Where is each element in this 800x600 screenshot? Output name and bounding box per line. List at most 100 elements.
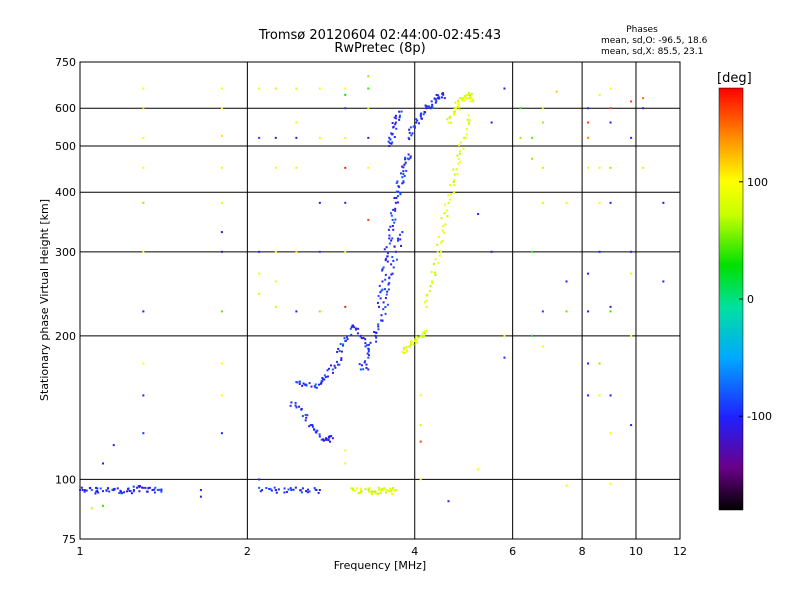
data-point <box>420 117 423 120</box>
data-point <box>471 98 474 101</box>
data-point <box>379 291 382 294</box>
data-point <box>430 100 433 103</box>
noise-point <box>220 432 223 435</box>
data-point <box>156 489 159 492</box>
data-point <box>377 294 380 297</box>
data-point <box>431 280 434 283</box>
data-point <box>394 123 397 126</box>
data-point <box>290 401 293 404</box>
data-point <box>381 269 384 272</box>
data-point <box>403 175 406 178</box>
data-point <box>403 351 406 354</box>
noise-point <box>541 345 544 348</box>
data-point <box>384 306 387 309</box>
data-point <box>310 385 313 388</box>
data-point <box>378 284 381 287</box>
data-point <box>458 97 461 100</box>
data-point <box>326 369 329 372</box>
data-point <box>318 433 321 436</box>
data-point <box>441 229 444 232</box>
data-point <box>391 218 394 221</box>
data-point <box>412 125 415 128</box>
noise-point <box>587 394 590 397</box>
noise-point <box>541 166 544 169</box>
data-point <box>331 368 334 371</box>
data-point <box>392 208 395 211</box>
data-point <box>360 490 363 493</box>
noise-point <box>142 107 145 110</box>
noise-point <box>295 136 298 139</box>
data-point <box>399 238 402 241</box>
data-point <box>433 271 436 274</box>
data-point <box>411 132 414 135</box>
noise-point <box>318 310 321 313</box>
noise-point <box>630 334 633 337</box>
data-point <box>434 258 437 261</box>
chart-title: Tromsø 20120604 02:44:00-02:45:43 <box>258 28 501 43</box>
data-point <box>402 170 405 173</box>
data-point <box>437 261 440 264</box>
noise-point <box>598 93 601 96</box>
data-point <box>429 285 432 288</box>
data-point <box>390 273 393 276</box>
data-point <box>454 101 457 104</box>
data-point <box>95 486 98 489</box>
series-X <box>350 91 475 496</box>
noise-point <box>142 166 145 169</box>
data-point <box>289 487 292 490</box>
noise-point <box>344 107 347 110</box>
data-point <box>387 140 390 143</box>
series-points <box>79 91 475 496</box>
data-point <box>445 209 448 212</box>
data-point <box>96 489 99 492</box>
data-point <box>384 259 387 262</box>
data-point <box>344 340 347 343</box>
data-point <box>387 288 390 291</box>
data-point <box>320 381 323 384</box>
noise-point <box>565 310 568 313</box>
data-point <box>340 357 343 360</box>
data-point <box>119 489 122 492</box>
data-point <box>461 99 464 102</box>
data-point <box>331 437 334 440</box>
data-point <box>377 492 380 495</box>
noise-point <box>220 201 223 204</box>
data-point <box>395 117 398 120</box>
data-point <box>428 290 431 293</box>
data-point <box>382 266 385 269</box>
noise-point <box>102 504 105 507</box>
data-point <box>147 486 150 489</box>
data-point <box>318 489 321 492</box>
noise-point <box>220 362 223 365</box>
data-point <box>317 491 320 494</box>
data-point <box>351 325 354 328</box>
noise-point <box>662 280 665 283</box>
noise-point <box>344 449 347 452</box>
data-point <box>395 196 398 199</box>
data-point <box>105 489 108 492</box>
data-point <box>359 488 362 491</box>
data-point <box>389 487 392 490</box>
data-point <box>394 218 397 221</box>
data-point <box>381 288 384 291</box>
data-point <box>397 185 400 188</box>
noise-point <box>142 362 145 365</box>
data-point <box>394 201 397 204</box>
data-point <box>435 93 438 96</box>
data-point <box>94 492 97 495</box>
data-point <box>452 181 455 184</box>
data-point <box>407 153 410 156</box>
data-point <box>338 363 341 366</box>
noise-point <box>587 136 590 139</box>
data-point <box>287 488 290 491</box>
data-point <box>336 363 339 366</box>
data-point <box>455 107 458 110</box>
data-point <box>403 348 406 351</box>
data-point <box>394 250 397 253</box>
data-point <box>457 144 460 147</box>
data-point <box>364 338 367 341</box>
data-point <box>452 113 455 116</box>
data-point <box>304 419 307 422</box>
data-point <box>81 489 84 492</box>
data-point <box>408 131 411 134</box>
